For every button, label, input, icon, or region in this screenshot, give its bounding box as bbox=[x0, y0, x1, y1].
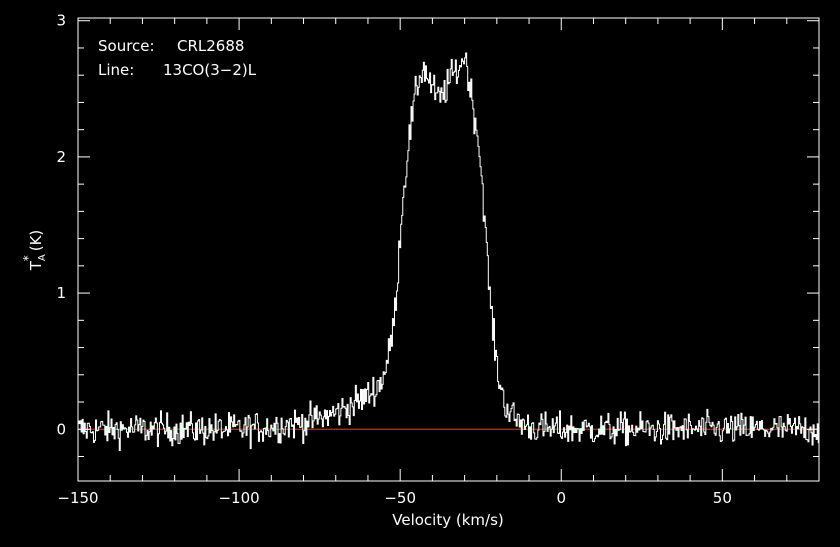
source-value: CRL2688 bbox=[177, 37, 244, 55]
y-tick-label: 3 bbox=[56, 12, 66, 30]
x-tick-label: −100 bbox=[218, 489, 259, 507]
x-tick-label: −150 bbox=[57, 489, 98, 507]
line-value: 13CO(3−2)L bbox=[163, 61, 257, 79]
x-axis-label: Velocity (km/s) bbox=[392, 511, 503, 529]
plot-frame bbox=[77, 17, 820, 482]
x-tick-label: 0 bbox=[556, 489, 566, 507]
y-axis-label: TA* (K) bbox=[21, 230, 48, 272]
y-axis-label-sup: * bbox=[21, 255, 35, 261]
y-axis-label-sub: A bbox=[37, 254, 48, 261]
spectrum-trace bbox=[78, 52, 819, 451]
y-axis-label-base: T bbox=[27, 260, 45, 271]
y-tick-label: 1 bbox=[56, 284, 66, 302]
x-tick-label: 50 bbox=[713, 489, 732, 507]
svg-text:TA*(K): TA* (K) bbox=[21, 230, 48, 272]
line-label: Line: bbox=[98, 61, 134, 79]
x-tick-label: −50 bbox=[384, 489, 416, 507]
y-tick-label: 2 bbox=[56, 148, 66, 166]
source-label: Source: bbox=[98, 37, 155, 55]
y-tick-label: 0 bbox=[56, 420, 66, 438]
y-axis-label-unit: (K) bbox=[27, 230, 45, 252]
